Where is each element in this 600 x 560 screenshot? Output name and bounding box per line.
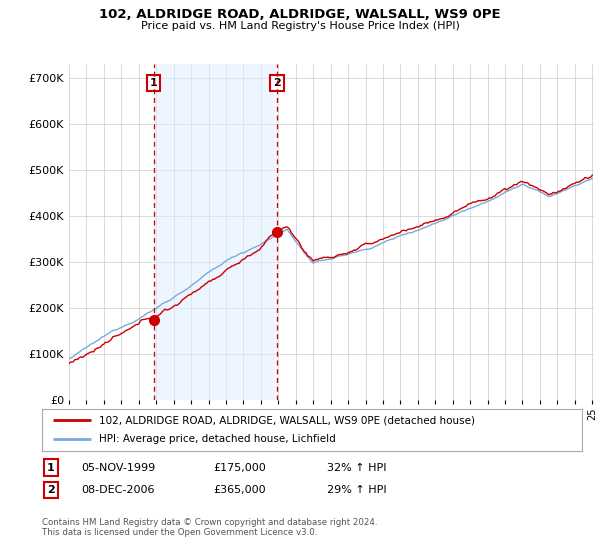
Text: £365,000: £365,000	[213, 485, 266, 495]
Text: 1: 1	[47, 463, 55, 473]
Text: £175,000: £175,000	[213, 463, 266, 473]
Text: 29% ↑ HPI: 29% ↑ HPI	[327, 485, 386, 495]
Text: 08-DEC-2006: 08-DEC-2006	[81, 485, 155, 495]
Text: 1: 1	[150, 78, 157, 88]
Text: 05-NOV-1999: 05-NOV-1999	[81, 463, 155, 473]
Bar	[154, 64, 277, 400]
Text: 32% ↑ HPI: 32% ↑ HPI	[327, 463, 386, 473]
Text: 2: 2	[47, 485, 55, 495]
Text: 102, ALDRIDGE ROAD, ALDRIDGE, WALSALL, WS9 0PE (detached house): 102, ALDRIDGE ROAD, ALDRIDGE, WALSALL, W…	[98, 415, 475, 425]
Text: Price paid vs. HM Land Registry's House Price Index (HPI): Price paid vs. HM Land Registry's House …	[140, 21, 460, 31]
Text: Contains HM Land Registry data © Crown copyright and database right 2024.
This d: Contains HM Land Registry data © Crown c…	[42, 518, 377, 538]
Text: 102, ALDRIDGE ROAD, ALDRIDGE, WALSALL, WS9 0PE: 102, ALDRIDGE ROAD, ALDRIDGE, WALSALL, W…	[99, 8, 501, 21]
Text: HPI: Average price, detached house, Lichfield: HPI: Average price, detached house, Lich…	[98, 435, 335, 445]
Text: 2: 2	[273, 78, 281, 88]
